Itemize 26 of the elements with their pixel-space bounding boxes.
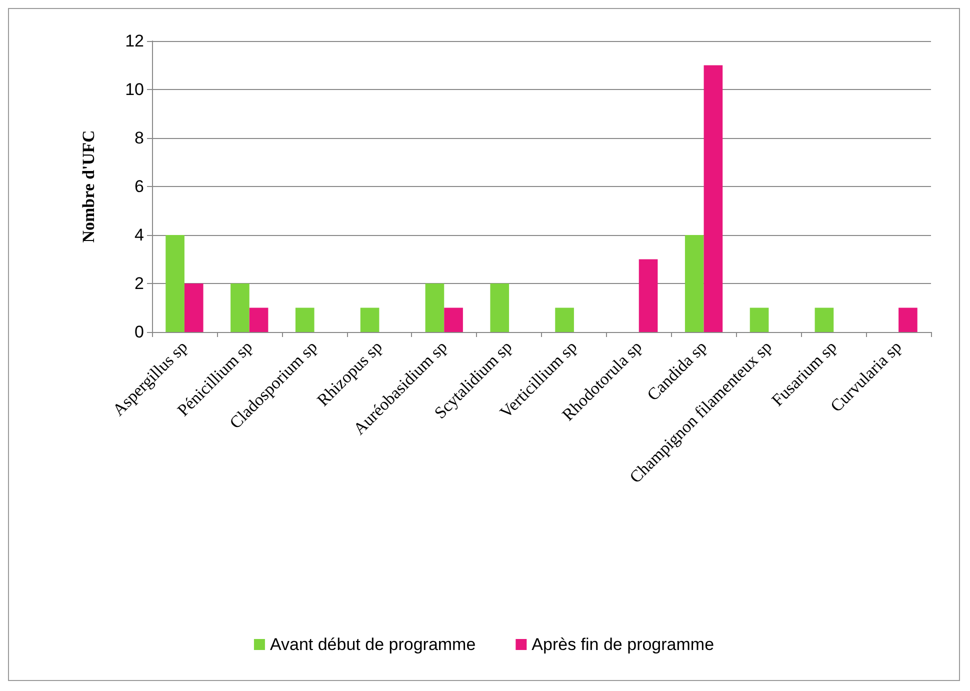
bar [184, 284, 204, 332]
bar [638, 259, 658, 332]
bar [750, 308, 769, 332]
bar [230, 284, 250, 332]
bar [360, 308, 380, 332]
y-tick-label: 4 [134, 226, 144, 244]
y-tick-label: 2 [134, 274, 144, 293]
bar [704, 65, 723, 332]
y-tick-label: 8 [134, 128, 144, 148]
bar [898, 308, 918, 332]
bar [684, 235, 704, 332]
y-tick-label: 12 [125, 32, 144, 50]
bar [249, 308, 268, 332]
bar [425, 284, 444, 332]
bar [490, 284, 510, 332]
legend-label: Avant début de programme [270, 635, 476, 654]
bar [295, 308, 314, 332]
y-tick-label: 6 [134, 177, 144, 196]
y-axis-title: Nombre d'UFC [79, 130, 98, 243]
y-tick-label: 10 [125, 80, 144, 99]
bar [814, 308, 834, 332]
bar [555, 308, 574, 332]
y-tick-label: 0 [134, 322, 144, 342]
bar [444, 308, 463, 332]
legend-label: Après fin de programme [532, 635, 714, 654]
bar [166, 235, 184, 332]
